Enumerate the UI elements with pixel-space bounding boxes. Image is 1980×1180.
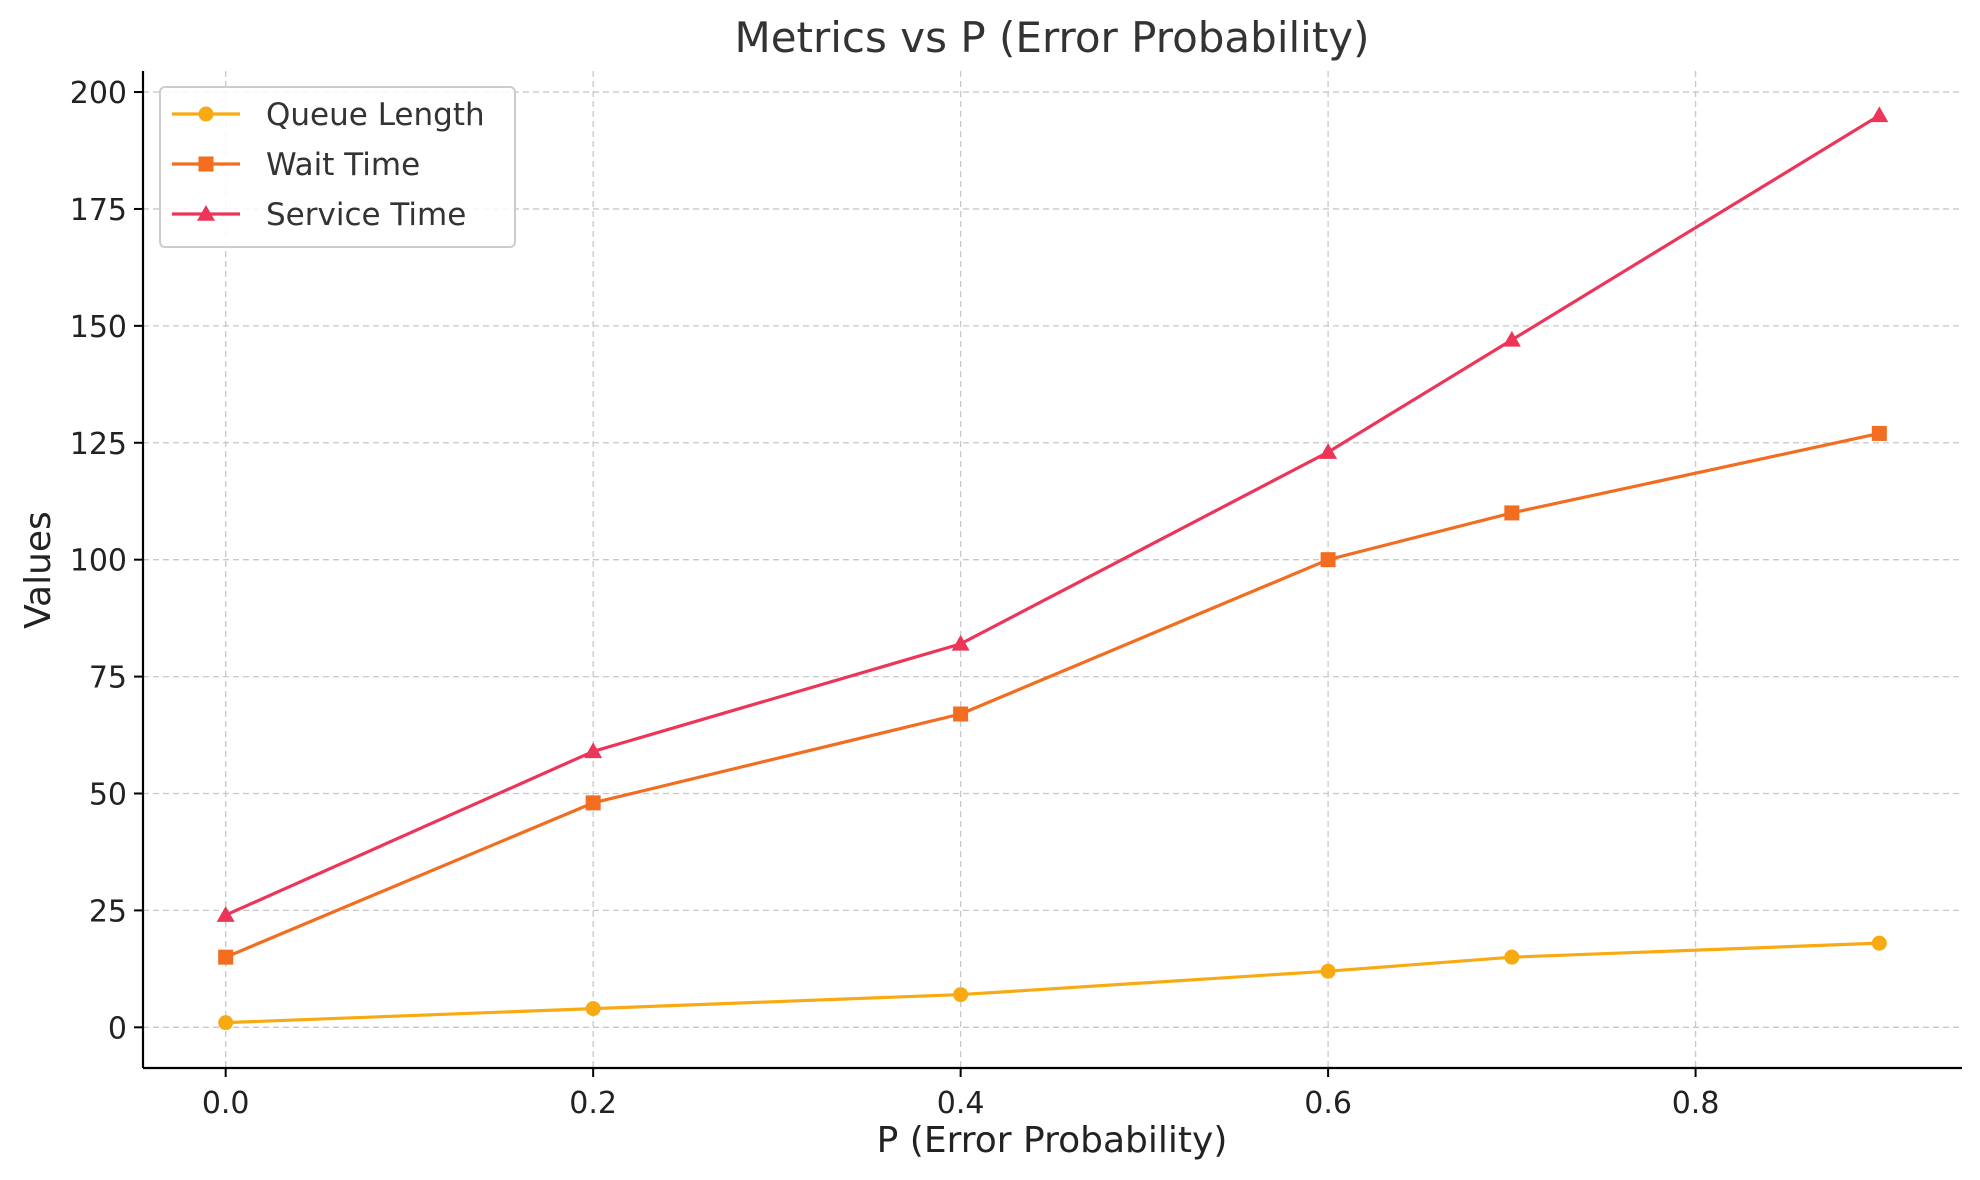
y-tick-label: 150: [70, 310, 127, 345]
x-axis-label: P (Error Probability): [877, 1120, 1228, 1161]
queue-length-point: [1504, 949, 1520, 965]
x-tick-label: 0.0: [202, 1086, 250, 1121]
series-wait-time: [218, 425, 1887, 965]
service-time-point: [216, 906, 235, 922]
legend-swatch-marker: [198, 156, 214, 172]
queue-length-point: [1320, 963, 1336, 979]
y-tick-label: 125: [70, 427, 127, 462]
wait-time-point: [218, 949, 234, 965]
queue-length-point: [953, 987, 969, 1003]
y-axis-label: Values: [18, 511, 59, 629]
wait-time-point: [1504, 505, 1520, 521]
y-tick-label: 100: [70, 544, 127, 579]
x-ticks: 0.0 0.2 0.4 0.6 0.8: [202, 1068, 1720, 1121]
y-tick-label: 75: [89, 661, 127, 696]
legend-swatch-marker: [197, 205, 215, 221]
y-tick-label: 50: [89, 777, 127, 812]
service-time-point: [584, 742, 603, 759]
series-lines: [216, 106, 1889, 1031]
y-ticks: 0 25 50 75 100 125 150 175 200: [70, 76, 143, 1046]
wait-time-point: [1320, 552, 1336, 568]
grid-lines: [143, 71, 1962, 1068]
queue-length-point: [585, 1001, 601, 1017]
legend-label: Wait Time: [266, 147, 420, 183]
legend-label: Service Time: [266, 197, 466, 233]
x-tick-label: 0.4: [937, 1086, 985, 1121]
service-time-point: [1319, 443, 1338, 459]
y-tick-label: 0: [108, 1011, 127, 1046]
x-tick-label: 0.2: [569, 1086, 617, 1121]
legend-entry-queue-length: Queue Length: [172, 97, 485, 133]
legend-label: Queue Length: [266, 97, 485, 133]
series-queue-length: [218, 935, 1887, 1031]
service-time-line: [225, 114, 1881, 917]
legend-entry-service-time: Service Time: [172, 197, 466, 233]
legend-swatch-marker: [198, 106, 214, 122]
wait-time-point: [953, 706, 969, 722]
wait-time-point: [585, 795, 601, 811]
axes: [141, 71, 1962, 1070]
series-service-time: [216, 106, 1889, 922]
service-time-point: [951, 634, 970, 651]
y-tick-label: 200: [70, 76, 127, 111]
x-tick-label: 0.6: [1304, 1086, 1352, 1121]
y-tick-label: 25: [89, 894, 127, 929]
x-tick-label: 0.8: [1672, 1086, 1720, 1121]
wait-time-line: [225, 431, 1880, 959]
legend-entry-wait-time: Wait Time: [172, 147, 420, 183]
wait-time-point: [1871, 425, 1887, 441]
service-time-point: [1502, 330, 1521, 347]
legend-box: [159, 86, 516, 248]
service-time-point: [1870, 106, 1889, 123]
queue-length-point: [1871, 935, 1887, 951]
queue-length-point: [218, 1015, 234, 1031]
y-tick-label: 175: [70, 193, 127, 228]
chart-title: Metrics vs P (Error Probability): [734, 13, 1369, 62]
legend: Queue Length Wait Time Service Time: [159, 86, 516, 248]
queue-length-line: [225, 941, 1880, 1025]
